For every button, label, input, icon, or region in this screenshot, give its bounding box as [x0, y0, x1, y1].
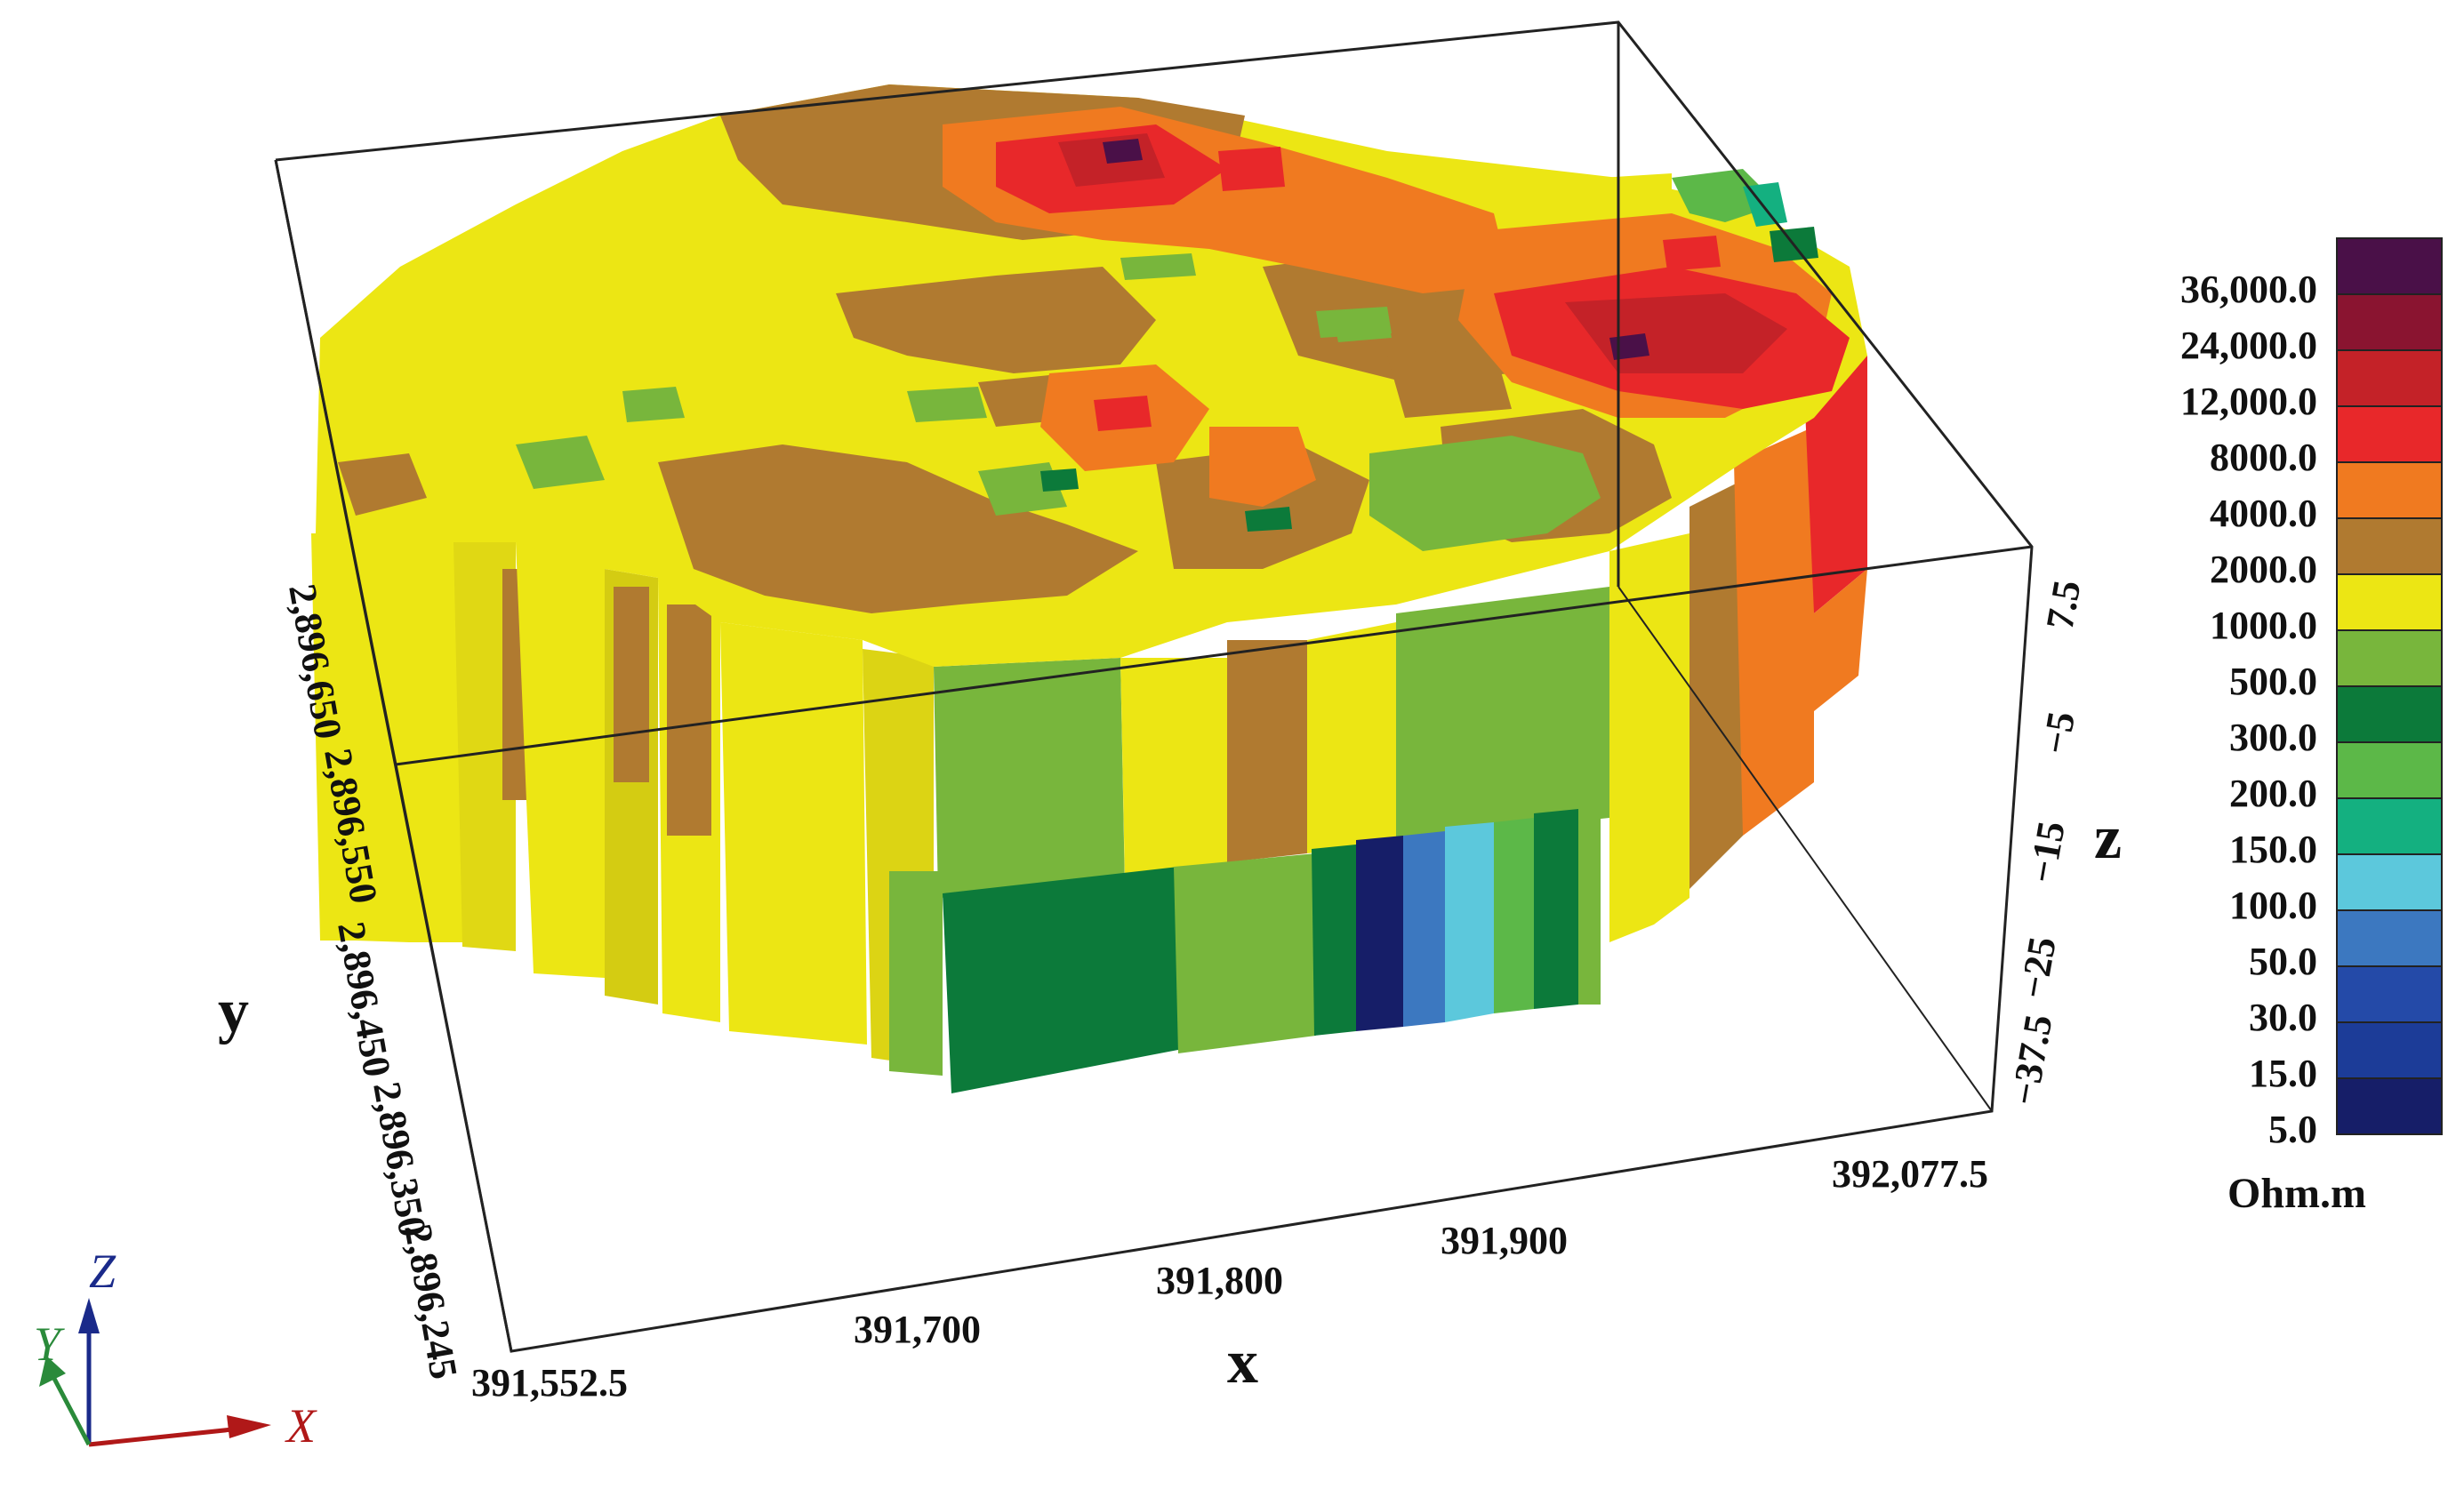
y-tick: 2,896,350 [365, 1078, 435, 1240]
legend-swatch [2336, 349, 2443, 407]
triad-y-arrowhead [39, 1356, 66, 1387]
legend-label: 15.0 [2249, 1052, 2317, 1095]
x-tick: 391,800 [1156, 1259, 1283, 1302]
legend-label: 4000.0 [2210, 492, 2317, 535]
z-axis-title: z [2094, 804, 2122, 872]
x-tick: 391,552.5 [471, 1361, 628, 1405]
legend-swatch [2336, 461, 2443, 519]
legend-label: 1000.0 [2210, 604, 2317, 647]
legend-label: 24,000.0 [2180, 324, 2317, 367]
legend-label: 500.0 [2229, 660, 2317, 703]
z-tick: 7.5 [2038, 577, 2090, 633]
legend-swatch [2336, 797, 2443, 855]
legend-swatch [2336, 629, 2443, 687]
model-top-face [316, 84, 1867, 667]
y-axis-title: y [218, 977, 249, 1045]
legend-swatch [2336, 1021, 2443, 1079]
legend-swatch [2336, 853, 2443, 911]
legend-label: 5.0 [2268, 1108, 2317, 1151]
orientation-triad: Z Y X [34, 1245, 317, 1453]
triad-y-axis [49, 1372, 92, 1446]
z-axis: 7.5 −5 −15 −25 −37.5 z [2003, 577, 2122, 1109]
legend-label: 2000.0 [2210, 548, 2317, 591]
color-legend: 36,000.0 24,000.0 12,000.0 8000.0 4000.0 2000… [2180, 237, 2443, 1217]
legend-label: 36,000.0 [2180, 268, 2317, 311]
legend-swatch [2336, 1077, 2443, 1135]
legend-label: 100.0 [2229, 884, 2317, 927]
x-tick: 391,700 [854, 1308, 981, 1351]
legend-swatch [2336, 965, 2443, 1023]
legend-label: 30.0 [2249, 996, 2317, 1039]
y-tick: 2,896,450 [329, 918, 399, 1080]
triad-y-label: Y [34, 1317, 65, 1371]
z-tick: −25 [2011, 933, 2065, 1002]
z-tick: −5 [2034, 708, 2083, 757]
legend-label: 300.0 [2229, 716, 2317, 759]
legend-label: 8000.0 [2210, 436, 2317, 479]
x-axis: 391,552.5 391,700 391,800 391,900 392,07… [471, 1152, 1988, 1405]
z-tick: −15 [2020, 818, 2074, 886]
triad-z-label: Z [89, 1245, 116, 1298]
y-tick: 2,896,245 [396, 1221, 466, 1382]
x-tick: 392,077.5 [1832, 1152, 1988, 1196]
legend-label: 150.0 [2229, 828, 2317, 871]
legend-swatch [2336, 741, 2443, 799]
legend-swatch [2336, 685, 2443, 743]
legend-swatch [2336, 517, 2443, 575]
z-tick: −37.5 [2003, 1012, 2061, 1109]
triad-x-arrowhead [227, 1415, 271, 1438]
legend-unit: Ohm.m [2227, 1170, 2366, 1217]
legend-swatch [2336, 293, 2443, 351]
legend-swatch [2336, 909, 2443, 967]
bounding-box [274, 20, 2034, 1353]
legend-label: 200.0 [2229, 772, 2317, 815]
legend-label: 50.0 [2249, 940, 2317, 983]
triad-z-arrowhead [78, 1298, 100, 1333]
legend-labels: 36,000.0 24,000.0 12,000.0 8000.0 4000.0 2000… [2180, 268, 2317, 1151]
model-side-faces [311, 356, 1867, 1093]
x-tick: 391,900 [1441, 1219, 1568, 1262]
legend-swatch [2336, 573, 2443, 631]
legend-label: 12,000.0 [2180, 380, 2317, 423]
legend-swatches [2336, 237, 2443, 1135]
x-axis-title: x [1227, 1328, 1258, 1397]
legend-swatch [2336, 237, 2443, 295]
resistivity-block-model [311, 84, 1867, 1093]
legend-swatch [2336, 405, 2443, 463]
triad-x-label: X [285, 1399, 317, 1453]
